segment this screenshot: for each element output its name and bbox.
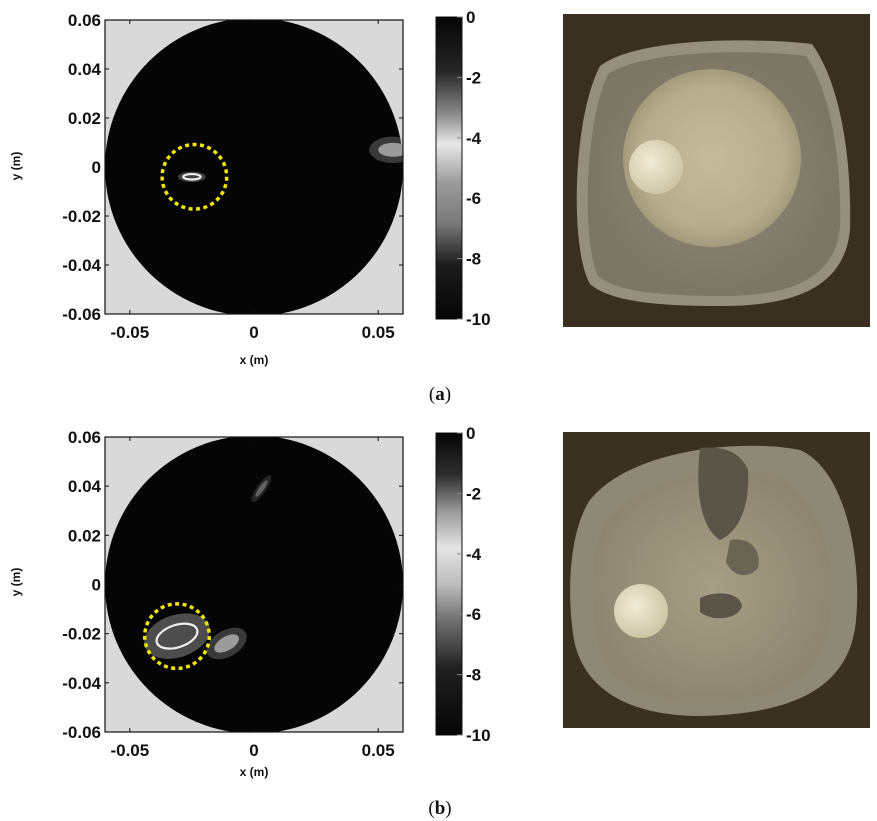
y-tick-label: -0.04 xyxy=(62,256,101,275)
y-tick-label: -0.04 xyxy=(62,674,101,693)
axis-ticks: -0.05 0 0.05 0.06 0.04 0.02 0 -0.02 -0.04 -0.06 xyxy=(62,11,403,342)
colorbar-tick-label: -8 xyxy=(466,250,481,269)
detection-target xyxy=(178,171,206,182)
detection-artifact xyxy=(206,627,247,660)
phantom-fat-pocket xyxy=(700,593,742,619)
colorbar-b: 0 -2 -4 -6 -8 -10 xyxy=(435,424,491,745)
phantom-glandular-region xyxy=(623,69,801,247)
colorbar xyxy=(435,16,463,320)
colorbar-tick-label: -10 xyxy=(466,310,491,329)
y-tick-label: -0.06 xyxy=(62,305,101,324)
detection-artifact xyxy=(369,136,403,164)
colorbar-tick-label: -4 xyxy=(466,545,482,564)
y-tick-label: 0.06 xyxy=(68,428,101,447)
y-tick-label: 0 xyxy=(92,576,101,595)
colorbar-ticks: 0 -2 -4 -6 -8 -10 xyxy=(457,424,491,745)
colorbar-tick-label: -2 xyxy=(466,484,481,503)
y-tick-label: -0.02 xyxy=(62,207,101,226)
detection-blob xyxy=(214,634,240,653)
y-axis-label: y (m) xyxy=(9,568,23,597)
imaging-domain xyxy=(105,437,403,732)
y-tick-label: 0.04 xyxy=(68,60,102,79)
y-tick-label: 0.06 xyxy=(68,11,101,30)
colorbar-tick-label: -4 xyxy=(466,129,482,148)
colorbar xyxy=(435,432,463,736)
panel-a: -0.05 0 0.05 0.06 0.04 0.02 0 -0.02 -0.04 -0.06 x… xyxy=(9,8,870,405)
y-axis-label: y (m) xyxy=(9,152,23,181)
x-axis-label: x (m) xyxy=(240,353,269,367)
x-tick-label: 0 xyxy=(249,323,258,342)
detection-blob xyxy=(378,142,403,157)
phantom-tumor-inclusion xyxy=(629,140,683,194)
phantom-tumor-inclusion xyxy=(614,584,668,638)
axis-ticks: -0.05 0 0.05 0.06 0.04 0.02 0 -0.02 -0.04 -0.06 xyxy=(62,428,403,760)
colorbar-tick-label: -2 xyxy=(466,68,481,87)
detections xyxy=(160,136,403,211)
y-tick-label: 0.04 xyxy=(68,477,102,496)
heatmap-plot-b: -0.05 0 0.05 0.06 0.04 0.02 0 -0.02 -0.04 -0.06 x… xyxy=(9,428,404,779)
x-axis-label: x (m) xyxy=(240,765,269,779)
detection-ring xyxy=(155,622,199,650)
x-tick-label: 0.05 xyxy=(362,323,395,342)
caption-b: (b) xyxy=(428,798,451,819)
detection-target xyxy=(144,613,210,659)
x-tick-label: -0.05 xyxy=(110,323,149,342)
colorbar-tick-label: -6 xyxy=(466,189,481,208)
x-tick-label: -0.05 xyxy=(110,741,149,760)
colorbar-tick-label: -6 xyxy=(466,605,481,624)
heatmap-plot-a: -0.05 0 0.05 0.06 0.04 0.02 0 -0.02 -0.04 -0.06 x… xyxy=(9,11,404,367)
target-marker-circle xyxy=(142,602,212,671)
y-tick-label: 0 xyxy=(92,158,101,177)
phantom-photo-b xyxy=(563,432,870,728)
y-tick-label: -0.06 xyxy=(62,723,101,742)
x-tick-label: 0.05 xyxy=(362,741,395,760)
detections xyxy=(142,475,272,671)
phantom-fat-pocket xyxy=(698,447,749,540)
caption-a: (a) xyxy=(429,384,451,405)
y-tick-label: -0.02 xyxy=(62,625,101,644)
detection-blob xyxy=(255,480,268,497)
y-tick-label: 0.02 xyxy=(68,526,101,545)
colorbar-ticks: 0 -2 -4 -6 -8 -10 xyxy=(457,8,491,329)
colorbar-a: 0 -2 -4 -6 -8 -10 xyxy=(435,8,491,329)
colorbar-tick-label: 0 xyxy=(466,8,475,27)
y-tick-label: 0.02 xyxy=(68,109,101,128)
target-marker-circle xyxy=(160,142,229,211)
phantom-glandular-region xyxy=(592,471,832,703)
x-tick-label: 0 xyxy=(249,741,258,760)
detection-artifact xyxy=(251,475,272,502)
detection-ring xyxy=(182,172,202,181)
colorbar-tick-label: -8 xyxy=(466,666,481,685)
colorbar-tick-label: 0 xyxy=(466,424,475,443)
colorbar-tick-label: -10 xyxy=(466,726,491,745)
imaging-domain xyxy=(105,20,403,314)
phantom-photo-a xyxy=(563,14,870,327)
panel-b: -0.05 0 0.05 0.06 0.04 0.02 0 -0.02 -0.04 -0.06 x… xyxy=(9,424,870,819)
phantom-fat-pocket xyxy=(726,539,759,576)
